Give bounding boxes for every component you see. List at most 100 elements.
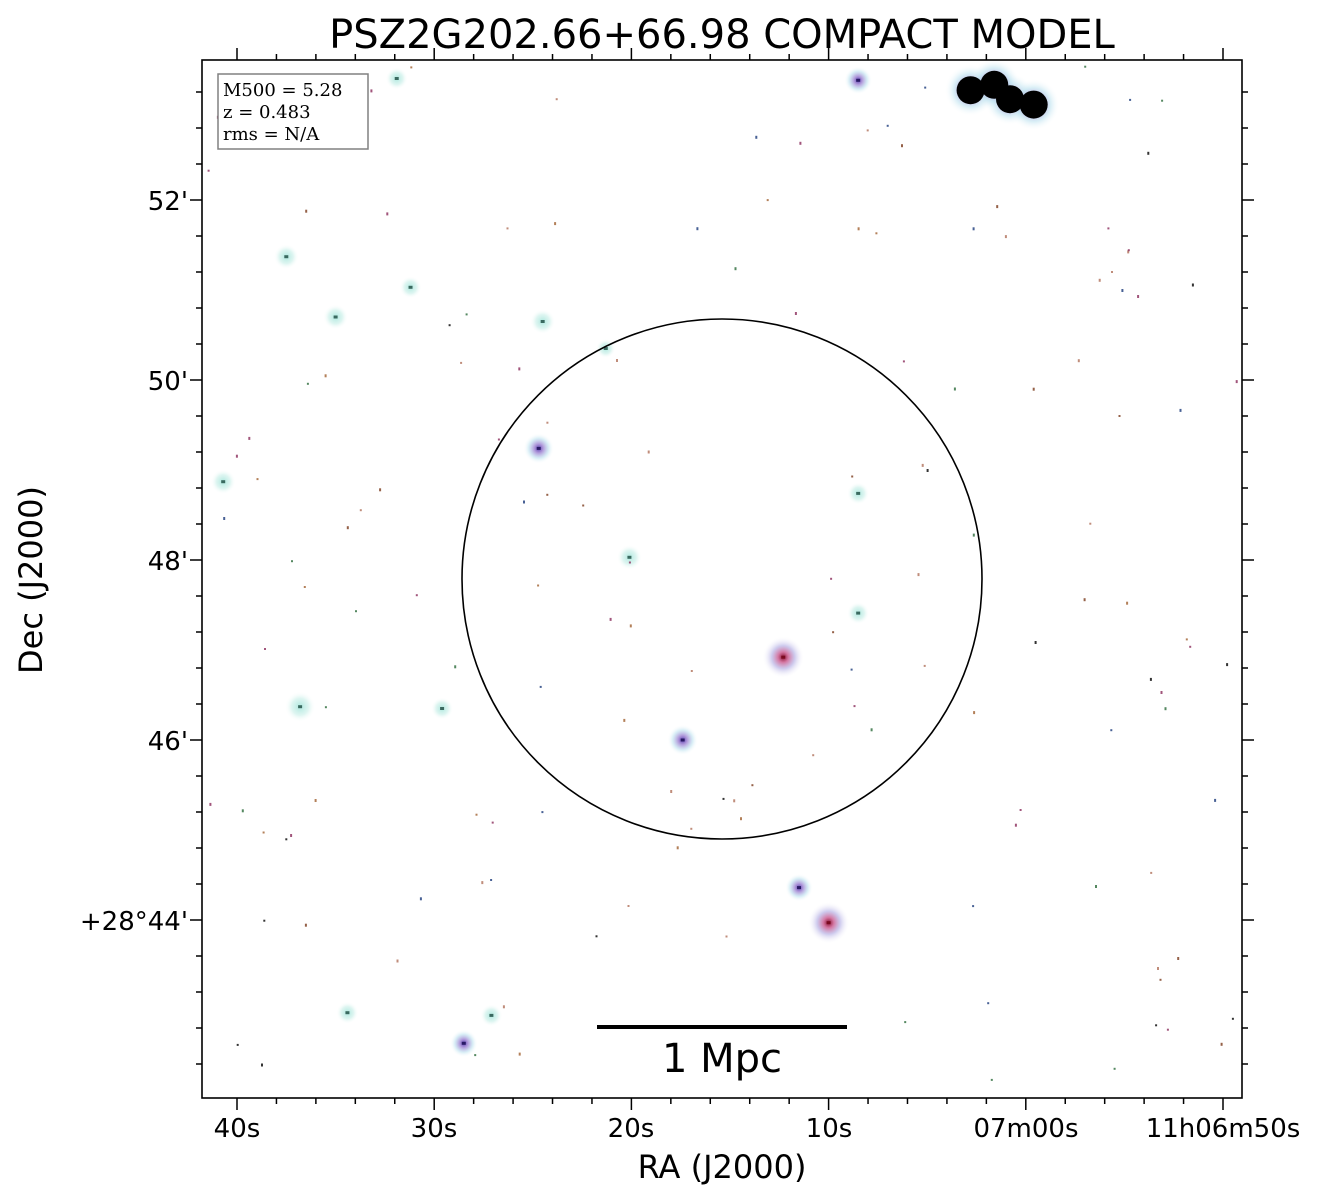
noise-speckle <box>1129 98 1132 101</box>
noise-speckle <box>1110 729 1113 732</box>
noise-speckle <box>901 144 903 148</box>
x-axis-label: RA (J2000) <box>638 1148 807 1186</box>
radio-source <box>7 915 38 946</box>
radio-source-core <box>221 480 226 484</box>
noise-speckle <box>1191 283 1194 287</box>
noise-speckle <box>972 227 975 231</box>
noise-speckle <box>921 463 924 467</box>
noise-speckle <box>475 813 478 816</box>
noise-speckle <box>1032 387 1035 391</box>
noise-speckle <box>623 718 626 722</box>
noise-speckle <box>235 454 238 458</box>
noise-speckle <box>497 438 500 441</box>
noise-speckle <box>627 905 630 907</box>
noise-speckle <box>582 504 585 507</box>
noise-speckle <box>972 905 975 908</box>
noise-speckle <box>256 478 259 481</box>
noise-speckle <box>506 227 509 230</box>
noise-speckle <box>1127 249 1130 252</box>
noise-speckle <box>546 421 549 424</box>
noise-speckle <box>973 711 976 715</box>
noise-speckle <box>474 1054 477 1057</box>
noise-speckle <box>722 797 725 800</box>
noise-speckle <box>676 846 679 850</box>
noise-speckle <box>866 129 869 132</box>
noise-speckle <box>766 199 769 202</box>
radio-source-core <box>52 362 56 365</box>
noise-speckle <box>324 374 327 378</box>
noise-speckle <box>555 98 558 101</box>
radio-source <box>33 1053 58 1078</box>
noise-speckle <box>1220 1042 1223 1046</box>
bright-source-core <box>1019 90 1048 119</box>
radio-source-core <box>856 611 861 615</box>
scalebar: 1 Mpc <box>597 1025 847 1082</box>
bright-source-core <box>956 76 985 105</box>
noise-speckle <box>1161 99 1164 102</box>
noise-speckle <box>870 728 873 732</box>
noise-speckle <box>386 212 389 216</box>
noise-speckle <box>1034 641 1037 644</box>
noise-speckle <box>794 312 797 315</box>
noise-speckle <box>886 124 889 127</box>
noise-speckle <box>303 586 306 588</box>
noise-speckle <box>448 324 451 327</box>
noise-speckle <box>379 488 382 492</box>
noise-speckle <box>1113 1067 1116 1070</box>
noise-speckle <box>241 809 244 813</box>
radio-source-core <box>856 78 861 82</box>
noise-speckle <box>1179 408 1182 412</box>
radio-source-core <box>333 315 338 319</box>
info-mass: M500 = 5.28 <box>223 80 342 101</box>
radio-source <box>23 1055 45 1077</box>
noise-speckle <box>209 802 212 806</box>
noise-speckle <box>853 705 856 708</box>
noise-speckle <box>972 533 975 537</box>
noise-speckle <box>1155 1024 1158 1027</box>
noise-speckle <box>628 561 631 564</box>
radio-source-core <box>781 655 786 659</box>
noise-speckle <box>1126 601 1129 605</box>
noise-speckle <box>595 935 598 938</box>
noise-speckle <box>904 1021 907 1024</box>
info-rms: rms = N/A <box>223 124 320 145</box>
noise-speckle <box>314 799 317 802</box>
noise-speckle <box>419 897 422 901</box>
noise-speckle <box>261 1063 263 1067</box>
noise-speckle <box>987 1002 990 1005</box>
noise-speckle <box>616 359 618 362</box>
noise-speckle <box>751 784 754 787</box>
noise-speckle <box>554 222 557 226</box>
plot-area <box>202 60 1242 1098</box>
x-tick-label: 20s <box>608 1114 655 1144</box>
y-tick-labels: 52' 50' 48' 46' +28°44' <box>80 187 188 937</box>
noise-speckle <box>926 469 929 472</box>
noise-speckle <box>917 573 920 577</box>
noise-speckle <box>953 387 956 391</box>
radio-source-core <box>284 255 289 259</box>
info-redshift: z = 0.483 <box>223 102 311 123</box>
plot-frame <box>201 59 1243 1099</box>
radio-source-core <box>44 1064 48 1067</box>
noise-speckle <box>1127 250 1130 254</box>
radio-source-core <box>345 1011 350 1015</box>
x-tick-label: 40s <box>214 1114 261 1144</box>
noise-speckle <box>1137 295 1140 298</box>
noise-speckle <box>1019 809 1022 811</box>
noise-speckle <box>223 517 226 520</box>
y-tick-label: 50' <box>148 367 188 397</box>
noise-speckle <box>285 838 288 841</box>
noise-speckle <box>1118 415 1121 417</box>
y-tick-label: 48' <box>148 547 188 577</box>
y-tick-label: 52' <box>148 187 188 217</box>
noise-speckle <box>1231 1017 1234 1020</box>
radio-source-core <box>489 1013 494 1017</box>
noise-speckle <box>696 227 699 231</box>
cluster-aperture-circle <box>461 318 983 840</box>
radio-source-core <box>856 491 861 495</box>
axis-ticks <box>190 48 1254 1110</box>
noise-speckle <box>1166 1028 1169 1031</box>
radio-source-core <box>826 921 831 925</box>
noise-speckle <box>370 89 373 93</box>
radio-source <box>0 126 8 148</box>
